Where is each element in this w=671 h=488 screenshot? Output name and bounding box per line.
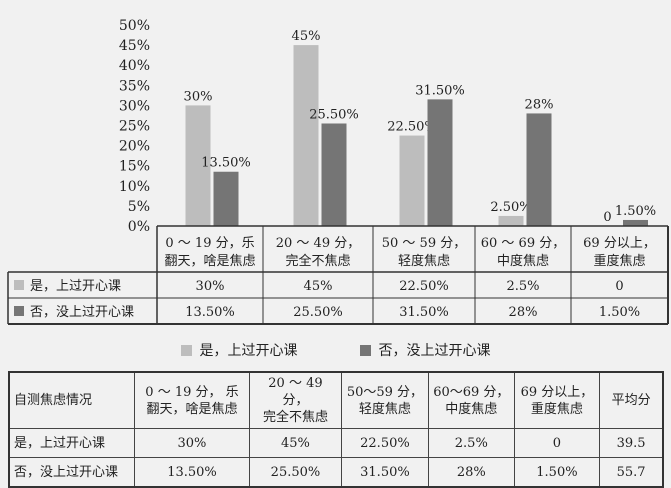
bar-chart: 0% 5% 10% 15% 20% 25% 30% 35% 40% 45% 50% 30% 13.50%… xyxy=(7,18,669,325)
category-label: 20 ～ 49 分， xyxy=(276,236,360,251)
table-cell-value: 31.50% xyxy=(399,305,449,320)
legend-swatch-yes xyxy=(180,344,192,356)
table-cell-value: 25.50% xyxy=(293,305,343,320)
y-tick-label: 35% xyxy=(119,78,150,94)
category-label: 50 ～ 59 分， xyxy=(382,236,466,251)
y-tick-label: 50% xyxy=(119,18,150,34)
bar-yes xyxy=(185,105,211,226)
table-cell-value: 1.50% xyxy=(599,305,640,320)
y-tick-label: 30% xyxy=(119,98,150,114)
bar-yes xyxy=(399,135,425,226)
summary-row: 否，没上过开心课 13.50% 25.50% 31.50% 28% 1.50% 55.7 xyxy=(8,457,664,488)
data-label-yes: 30% xyxy=(184,89,213,104)
y-tick-label: 0% xyxy=(128,219,150,235)
category-label: 翻天，啥是焦虑 xyxy=(164,253,255,269)
category-label: 69 分以上， xyxy=(583,236,656,251)
data-label-no: 25.50% xyxy=(309,107,359,122)
summary-cell: 25.50% xyxy=(249,457,342,488)
bar-no xyxy=(623,219,648,226)
category-label: 60 ～ 69 分， xyxy=(481,236,565,251)
data-label-no: 28% xyxy=(525,97,554,112)
table-cell-value: 28% xyxy=(509,305,538,320)
row-swatch xyxy=(14,280,24,290)
legend-label-yes: 是，上过开心课 xyxy=(199,343,298,359)
legend-swatch-no xyxy=(359,344,371,356)
summary-cell: 39.5 xyxy=(599,428,664,458)
summary-cell: 45% xyxy=(249,428,342,458)
summary-cell: 13.50% xyxy=(133,457,251,488)
bar-yes xyxy=(293,45,319,226)
data-label-no: 1.50% xyxy=(615,204,656,219)
data-label-yes: 2.50% xyxy=(490,200,531,215)
summary-cell: 30% xyxy=(133,428,251,458)
summary-cell: 0 xyxy=(513,428,601,458)
summary-cell: 2.5% xyxy=(427,428,515,458)
legend-label-no: 否，没上过开心课 xyxy=(378,343,491,359)
summary-table: 自测焦虑情况 0 ～ 19 分， 乐翻天，啥是焦虑 20 ～ 49 分， 完全不焦虑 5… xyxy=(8,371,664,488)
y-tick-label: 5% xyxy=(128,199,150,215)
summary-header-cell: 50～59 分， 轻度焦虑 xyxy=(340,371,429,429)
data-label-yes: 45% xyxy=(292,29,321,44)
bar-no xyxy=(321,123,347,226)
y-tick-label: 45% xyxy=(119,38,150,54)
summary-header-row: 自测焦虑情况 0 ～ 19 分， 乐翻天，啥是焦虑 20 ～ 49 分， 完全不焦虑 5… xyxy=(8,371,664,429)
y-tick-label: 25% xyxy=(119,119,150,135)
table-cell-value: 0 xyxy=(615,279,623,294)
row-swatch xyxy=(14,306,24,316)
summary-cell: 是，上过开心课 xyxy=(8,428,135,458)
data-label-yes: 22.50% xyxy=(387,120,437,135)
summary-header-cell: 平均分 xyxy=(599,371,664,429)
table-cell-value: 22.50% xyxy=(399,279,449,294)
summary-cell: 55.7 xyxy=(599,457,664,488)
y-tick-label: 10% xyxy=(119,179,150,195)
bar-no xyxy=(427,99,453,226)
data-label-yes: 0 xyxy=(603,210,611,225)
summary-header-cell: 60～69 分， 中度焦虑 xyxy=(427,371,515,429)
y-tick-label: 15% xyxy=(119,159,150,175)
table-cell-value: 13.50% xyxy=(185,305,235,320)
table-cell-value: 30% xyxy=(196,279,225,294)
y-tick-label: 40% xyxy=(119,58,150,74)
category-label: 完全不焦虑 xyxy=(285,253,350,269)
category-label: 中度焦虑 xyxy=(497,253,549,269)
category-label: 重度焦虑 xyxy=(593,253,645,269)
y-tick-label: 20% xyxy=(119,139,150,155)
table-series-name: 否，没上过开心课 xyxy=(30,305,134,320)
summary-cell: 28% xyxy=(427,457,515,488)
summary-header-cell: 自测焦虑情况 xyxy=(8,371,135,429)
bar-no xyxy=(213,171,239,226)
legend-item-no: 否，没上过开心课 xyxy=(359,340,491,360)
summary-header-cell: 0 ～ 19 分， 乐翻天，啥是焦虑 xyxy=(133,371,251,429)
summary-header-cell: 69 分以上， 重度焦虑 xyxy=(513,371,601,429)
summary-header-cell: 20 ～ 49 分， 完全不焦虑 xyxy=(249,371,342,429)
legend-item-yes: 是，上过开心课 xyxy=(180,340,298,360)
summary-cell: 否，没上过开心课 xyxy=(8,457,135,488)
data-label-no: 13.50% xyxy=(201,156,251,171)
table-series-name: 是，上过开心课 xyxy=(30,279,121,294)
summary-cell: 1.50% xyxy=(513,457,601,488)
summary-cell: 31.50% xyxy=(340,457,429,488)
bar-no xyxy=(526,113,552,226)
bar-yes xyxy=(498,215,524,226)
chart-legend: 是，上过开心课 否，没上过开心课 xyxy=(0,340,671,360)
data-label-no: 31.50% xyxy=(415,83,465,98)
summary-row: 是，上过开心课 30% 45% 22.50% 2.5% 0 39.5 xyxy=(8,428,664,458)
category-label: 0 ～ 19 分，乐 xyxy=(165,236,254,251)
summary-cell: 22.50% xyxy=(340,428,429,458)
category-label: 轻度焦虑 xyxy=(398,253,450,269)
table-cell-value: 2.5% xyxy=(506,279,539,294)
table-cell-value: 45% xyxy=(304,279,333,294)
